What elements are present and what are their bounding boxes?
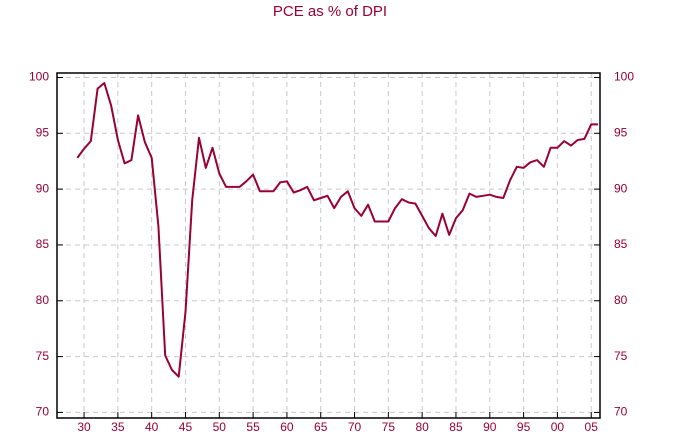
y-tick-label: 100 — [29, 70, 49, 84]
x-tick-label: 90 — [483, 420, 497, 434]
y2-tick-label: 85 — [614, 237, 628, 251]
x-tick-label: 00 — [551, 420, 565, 434]
x-tick-label: 50 — [213, 420, 227, 434]
y-tick-label: 95 — [36, 125, 50, 139]
y-tick-label: 90 — [36, 181, 50, 195]
x-tick-label: 45 — [179, 420, 193, 434]
y2-tick-label: 95 — [614, 125, 628, 139]
x-tick-label: 95 — [517, 420, 531, 434]
x-tick-label: 70 — [348, 420, 362, 434]
y-tick-label: 70 — [36, 405, 50, 419]
x-tick-label: 30 — [77, 420, 91, 434]
chart-title: PCE as % of DPI — [273, 3, 387, 20]
y-tick-label: 85 — [36, 237, 50, 251]
x-tick-label: 05 — [585, 420, 599, 434]
plot-frame — [56, 72, 601, 419]
x-tick-label: 65 — [314, 420, 328, 434]
y2-tick-label: 100 — [614, 70, 634, 84]
x-tick-label: 60 — [280, 420, 294, 434]
line-series — [76, 82, 598, 378]
x-tick-label: 40 — [145, 420, 159, 434]
y2-tick-label: 70 — [614, 405, 628, 419]
y2-tick-label: 80 — [614, 293, 628, 307]
x-tick-label: 85 — [449, 420, 463, 434]
x-tick-label: 80 — [415, 420, 429, 434]
y2-tick-label: 90 — [614, 181, 628, 195]
x-tick-label: 35 — [111, 420, 125, 434]
x-tick-label: 75 — [382, 420, 396, 434]
y-tick-label: 75 — [36, 349, 50, 363]
y2-tick-label: 75 — [614, 349, 628, 363]
x-tick-label: 55 — [246, 420, 260, 434]
y-tick-label: 80 — [36, 293, 50, 307]
